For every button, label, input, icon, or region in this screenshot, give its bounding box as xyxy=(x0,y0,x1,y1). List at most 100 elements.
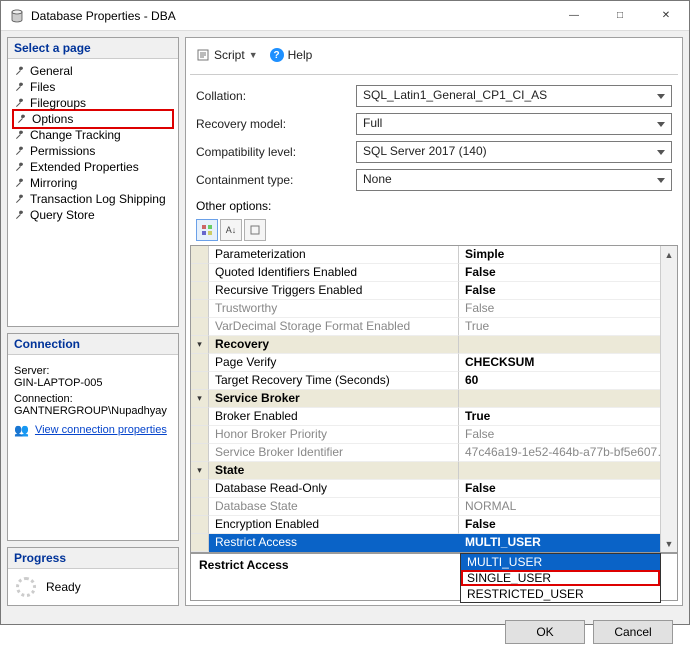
restrict-access-dropdown[interactable]: MULTI_USERSINGLE_USERRESTRICTED_USER xyxy=(460,553,661,603)
minimize-button[interactable]: — xyxy=(551,1,597,31)
progress-panel: Progress Ready xyxy=(7,547,179,606)
prop-value[interactable] xyxy=(459,390,677,408)
prop-value[interactable] xyxy=(459,462,677,480)
page-item-transaction-log-shipping[interactable]: Transaction Log Shipping xyxy=(10,191,176,207)
prop-row[interactable]: ParameterizationSimple xyxy=(191,246,677,264)
prop-category[interactable]: ▾Service Broker xyxy=(191,390,677,408)
connection-panel: Connection Server: GIN-LAPTOP-005 Connec… xyxy=(7,333,179,541)
prop-value[interactable]: CHECKSUM xyxy=(459,354,677,372)
chevron-down-icon: ▼ xyxy=(249,50,258,60)
prop-row[interactable]: Honor Broker PriorityFalse xyxy=(191,426,677,444)
prop-value[interactable]: False xyxy=(459,264,677,282)
prop-value[interactable]: False xyxy=(459,282,677,300)
cancel-button[interactable]: Cancel xyxy=(593,620,673,644)
prop-row[interactable]: Database Read-OnlyFalse xyxy=(191,480,677,498)
dialog-footer: OK Cancel xyxy=(7,612,683,652)
categorized-button[interactable] xyxy=(196,219,218,241)
scroll-down-icon[interactable]: ▼ xyxy=(661,535,677,552)
database-icon xyxy=(9,8,25,24)
page-item-files[interactable]: Files xyxy=(10,79,176,95)
prop-row[interactable]: Broker EnabledTrue xyxy=(191,408,677,426)
prop-name: Page Verify xyxy=(209,354,459,372)
close-button[interactable]: ✕ xyxy=(643,1,689,31)
script-button[interactable]: Script ▼ xyxy=(192,46,262,64)
prop-row[interactable]: Database StateNORMAL xyxy=(191,498,677,516)
prop-row[interactable]: Service Broker Identifier47c46a19-1e52-4… xyxy=(191,444,677,462)
prop-value[interactable]: Simple xyxy=(459,246,677,264)
prop-row[interactable]: Quoted Identifiers EnabledFalse xyxy=(191,264,677,282)
prop-name: Honor Broker Priority xyxy=(209,426,459,444)
scrollbar[interactable]: ▲ ▼ xyxy=(660,246,677,552)
prop-category[interactable]: ▾State xyxy=(191,462,677,480)
page-item-extended-properties[interactable]: Extended Properties xyxy=(10,159,176,175)
containment-type-label: Containment type: xyxy=(196,173,356,187)
prop-row[interactable]: Page VerifyCHECKSUM xyxy=(191,354,677,372)
dropdown-option[interactable]: RESTRICTED_USER xyxy=(461,586,660,602)
dropdown-option[interactable]: SINGLE_USER xyxy=(461,570,660,586)
script-icon xyxy=(196,48,210,62)
wrench-icon xyxy=(16,113,28,125)
wrench-icon xyxy=(14,65,26,77)
recovery-model-label: Recovery model: xyxy=(196,117,356,131)
containment-type-select[interactable]: None xyxy=(356,169,672,191)
prop-value[interactable]: MULTI_USER▼ xyxy=(459,534,677,552)
collation-select[interactable]: SQL_Latin1_General_CP1_CI_AS xyxy=(356,85,672,107)
page-item-query-store[interactable]: Query Store xyxy=(10,207,176,223)
prop-name: Encryption Enabled xyxy=(209,516,459,534)
server-value: GIN-LAPTOP-005 xyxy=(14,377,172,389)
prop-value: 47c46a19-1e52-464b-a77b-bf5e6075dc5e xyxy=(459,444,677,462)
connection-header: Connection xyxy=(8,334,178,355)
prop-row[interactable]: Recursive Triggers EnabledFalse xyxy=(191,282,677,300)
prop-name: Recovery xyxy=(209,336,459,354)
prop-value[interactable] xyxy=(459,336,677,354)
people-icon: 👥 xyxy=(14,423,29,437)
prop-name: Database Read-Only xyxy=(209,480,459,498)
wrench-icon xyxy=(14,129,26,141)
prop-row[interactable]: Encryption EnabledFalse xyxy=(191,516,677,534)
property-grid[interactable]: ParameterizationSimpleQuoted Identifiers… xyxy=(190,245,678,553)
recovery-model-select[interactable]: Full xyxy=(356,113,672,135)
window-title: Database Properties - DBA xyxy=(31,9,551,23)
dropdown-option[interactable]: MULTI_USER xyxy=(461,554,660,570)
alphabetical-button[interactable]: A↓ xyxy=(220,219,242,241)
progress-status: Ready xyxy=(46,580,81,594)
compatibility-level-label: Compatibility level: xyxy=(196,145,356,159)
property-pages-button[interactable] xyxy=(244,219,266,241)
wrench-icon xyxy=(14,145,26,157)
page-item-permissions[interactable]: Permissions xyxy=(10,143,176,159)
prop-name: Parameterization xyxy=(209,246,459,264)
content-toolbar: Script ▼ ? Help xyxy=(190,42,678,75)
prop-value[interactable]: False xyxy=(459,480,677,498)
ok-button[interactable]: OK xyxy=(505,620,585,644)
prop-row[interactable]: VarDecimal Storage Format EnabledTrue xyxy=(191,318,677,336)
wrench-icon xyxy=(14,209,26,221)
page-item-mirroring[interactable]: Mirroring xyxy=(10,175,176,191)
wrench-icon xyxy=(14,161,26,173)
prop-row[interactable]: Restrict AccessMULTI_USER▼ xyxy=(191,534,677,552)
prop-value: NORMAL xyxy=(459,498,677,516)
scroll-up-icon[interactable]: ▲ xyxy=(661,246,677,263)
prop-value[interactable]: True xyxy=(459,408,677,426)
prop-category[interactable]: ▾Recovery xyxy=(191,336,677,354)
connection-value: GANTNERGROUP\Nupadhyay xyxy=(14,405,172,417)
help-button[interactable]: ? Help xyxy=(266,46,317,64)
page-item-general[interactable]: General xyxy=(10,63,176,79)
prop-value[interactable]: False xyxy=(459,516,677,534)
connection-label: Connection: xyxy=(14,393,172,405)
titlebar: Database Properties - DBA — □ ✕ xyxy=(1,1,689,31)
page-item-options[interactable]: Options xyxy=(12,109,174,129)
spinner-icon xyxy=(16,577,36,597)
prop-name: Recursive Triggers Enabled xyxy=(209,282,459,300)
prop-value[interactable]: 60 xyxy=(459,372,677,390)
prop-row[interactable]: TrustworthyFalse xyxy=(191,300,677,318)
prop-row[interactable]: Target Recovery Time (Seconds)60 xyxy=(191,372,677,390)
prop-name: Trustworthy xyxy=(209,300,459,318)
help-icon: ? xyxy=(270,48,284,62)
compatibility-level-select[interactable]: SQL Server 2017 (140) xyxy=(356,141,672,163)
prop-name: Quoted Identifiers Enabled xyxy=(209,264,459,282)
maximize-button[interactable]: □ xyxy=(597,1,643,31)
wrench-icon xyxy=(14,97,26,109)
wrench-icon xyxy=(14,81,26,93)
view-connection-properties-link[interactable]: View connection properties xyxy=(35,424,167,436)
page-item-change-tracking[interactable]: Change Tracking xyxy=(10,127,176,143)
